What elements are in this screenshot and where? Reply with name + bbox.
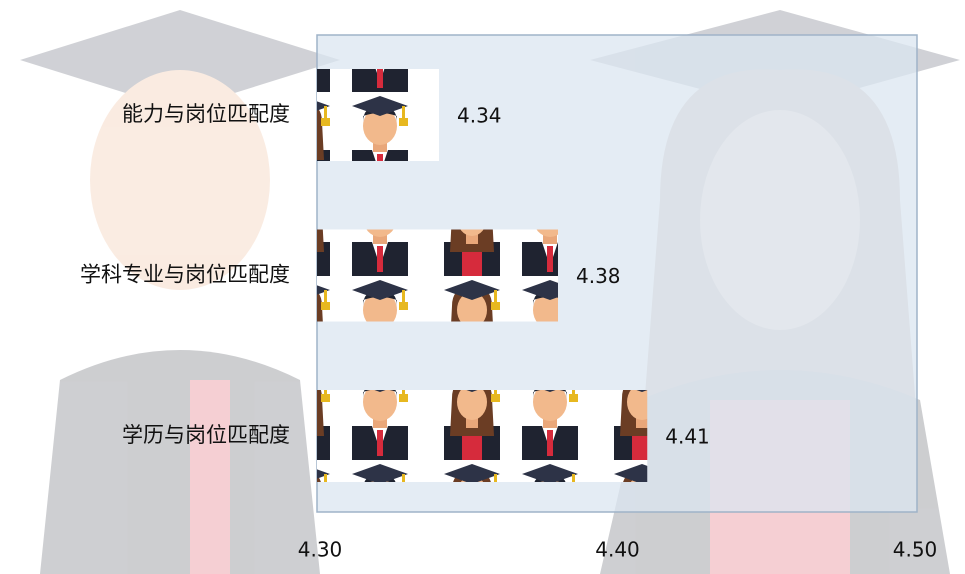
x-tick-label: 4.30	[298, 538, 343, 562]
x-tick-label: 4.40	[595, 538, 640, 562]
value-label: 4.34	[457, 104, 502, 128]
bar	[317, 229, 558, 322]
x-tick-label: 4.50	[893, 538, 938, 562]
value-label: 4.38	[576, 264, 621, 288]
value-label: 4.41	[665, 425, 710, 449]
category-label: 能力与岗位匹配度	[122, 102, 290, 126]
bar	[317, 69, 439, 161]
category-label: 学历与岗位匹配度	[122, 423, 290, 447]
category-label: 学科专业与岗位匹配度	[80, 263, 290, 287]
bar	[317, 390, 648, 482]
